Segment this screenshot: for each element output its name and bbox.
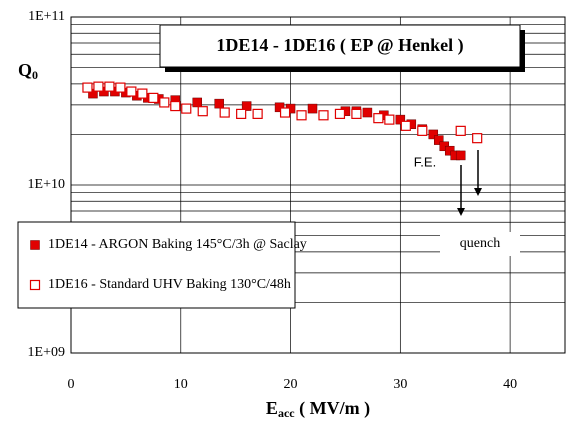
chart-title: 1DE14 - 1DE16 ( EP @ Henkel ) [216,35,463,56]
marker [252,108,263,119]
x-tick-label: 0 [68,377,75,392]
marker [82,82,93,93]
legend-box [17,221,296,309]
arrow-head [474,188,482,196]
legend-label: 1DE14 - ARGON Baking 145°C/3h @ Saclay [48,237,307,252]
marker [137,88,148,99]
marker [334,108,346,119]
marker [115,82,126,93]
marker [455,125,466,136]
y-tick-label: 1E+10 [28,177,65,192]
legend-marker [29,279,41,291]
marker [373,113,384,124]
legend-label: 1DE16 - Standard UHV Baking 130°C/48h [48,277,291,292]
x-label-suffix: ( MV/m ) [295,398,370,419]
marker [434,135,444,145]
marker [428,129,439,140]
marker [241,101,252,111]
marker [318,110,329,121]
x-tick-label: 30 [393,377,407,392]
marker [472,133,483,144]
marker [170,100,181,112]
y-label-main: Q [18,60,32,80]
marker [159,97,170,108]
annotation: quench [460,236,500,251]
marker [148,92,159,103]
marker [197,106,208,117]
marker [362,107,373,118]
title-box [159,24,521,68]
y-tick-label: 1E+09 [28,345,65,360]
marker [400,120,411,131]
marker [88,88,98,99]
x-axis-label: Eacc ( MV/m ) [266,398,370,420]
marker [192,97,202,108]
plot-frame [70,16,566,354]
annotation: F.E. [414,154,436,169]
marker [351,108,362,119]
marker [236,108,247,119]
marker [93,81,104,92]
y-label-sub: 0 [32,68,38,82]
marker [417,125,428,136]
y-tick-label: 1E+11 [28,9,65,24]
marker [219,107,230,118]
marker [181,103,192,114]
x-tick-label: 20 [284,377,298,392]
marker [214,98,224,109]
x-label-main: E [266,398,278,418]
marker [126,86,137,97]
marker [307,103,318,114]
marker [395,114,406,125]
x-tick-label: 10 [174,377,188,392]
marker [384,114,395,125]
arrow-head [457,208,465,216]
legend-marker [30,240,40,250]
quench-box [440,232,520,256]
marker [455,150,466,161]
marker [279,107,291,118]
x-label-sub: acc [278,406,295,420]
marker [296,110,307,121]
marker [274,102,285,113]
x-tick-label: 40 [503,377,517,392]
y-axis-label: Q0 [18,60,38,82]
marker [104,81,115,92]
